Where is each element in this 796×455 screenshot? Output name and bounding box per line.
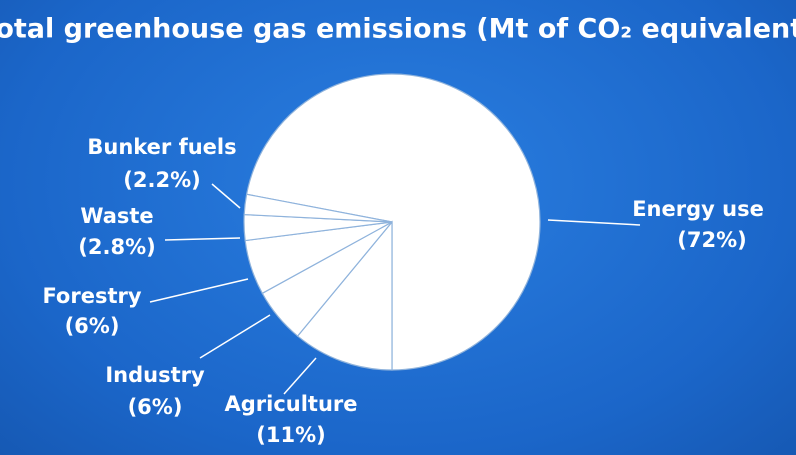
- slice-name: Industry: [105, 363, 205, 387]
- slice-value-label: (2.8%): [78, 235, 155, 259]
- leader-line: [164, 237, 241, 241]
- slice-value-label: (11%): [256, 423, 325, 447]
- leader-line: [199, 314, 271, 359]
- slice-value-label: (6%): [65, 314, 120, 338]
- slice-name: Bunker fuels: [87, 135, 236, 159]
- slice-name: Waste: [80, 204, 153, 228]
- pie-slice: [243, 193, 393, 223]
- slice-value-label: (6%): [128, 395, 183, 419]
- slice-name: Energy use: [632, 197, 764, 221]
- pie-slice: [245, 73, 541, 371]
- slice-value-label: (72%): [677, 228, 746, 252]
- leader-line: [149, 278, 249, 303]
- leader-line: [547, 219, 641, 226]
- slice-name: Agriculture: [224, 392, 357, 416]
- leader-line: [283, 357, 317, 395]
- leader-line: [211, 183, 241, 209]
- chart-title: Total greenhouse gas emissions (Mt of CO…: [0, 14, 796, 45]
- slice-name: Forestry: [42, 284, 141, 308]
- slice-value-label: (2.2%): [123, 168, 200, 192]
- pie-slice: [296, 220, 393, 371]
